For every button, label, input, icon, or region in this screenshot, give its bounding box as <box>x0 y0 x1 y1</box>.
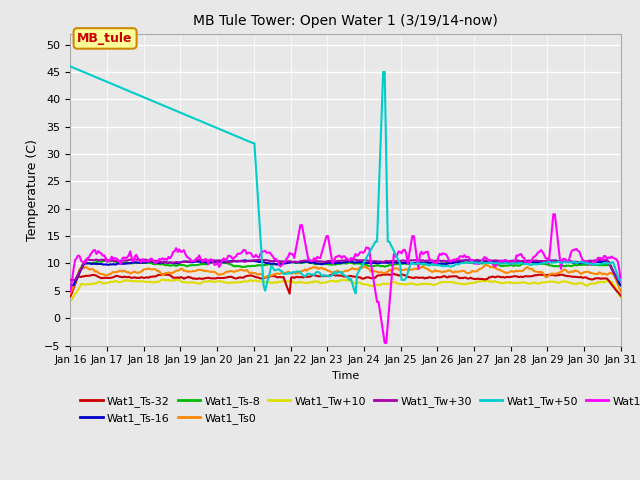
Y-axis label: Temperature (C): Temperature (C) <box>26 139 39 240</box>
Legend: Wat1_Ts-32, Wat1_Ts-16, Wat1_Ts-8, Wat1_Ts0, Wat1_Tw+10, Wat1_Tw+30, Wat1_Tw+50,: Wat1_Ts-32, Wat1_Ts-16, Wat1_Ts-8, Wat1_… <box>76 392 640 428</box>
Text: MB_tule: MB_tule <box>77 32 133 45</box>
X-axis label: Time: Time <box>332 371 359 381</box>
Title: MB Tule Tower: Open Water 1 (3/19/14-now): MB Tule Tower: Open Water 1 (3/19/14-now… <box>193 14 498 28</box>
